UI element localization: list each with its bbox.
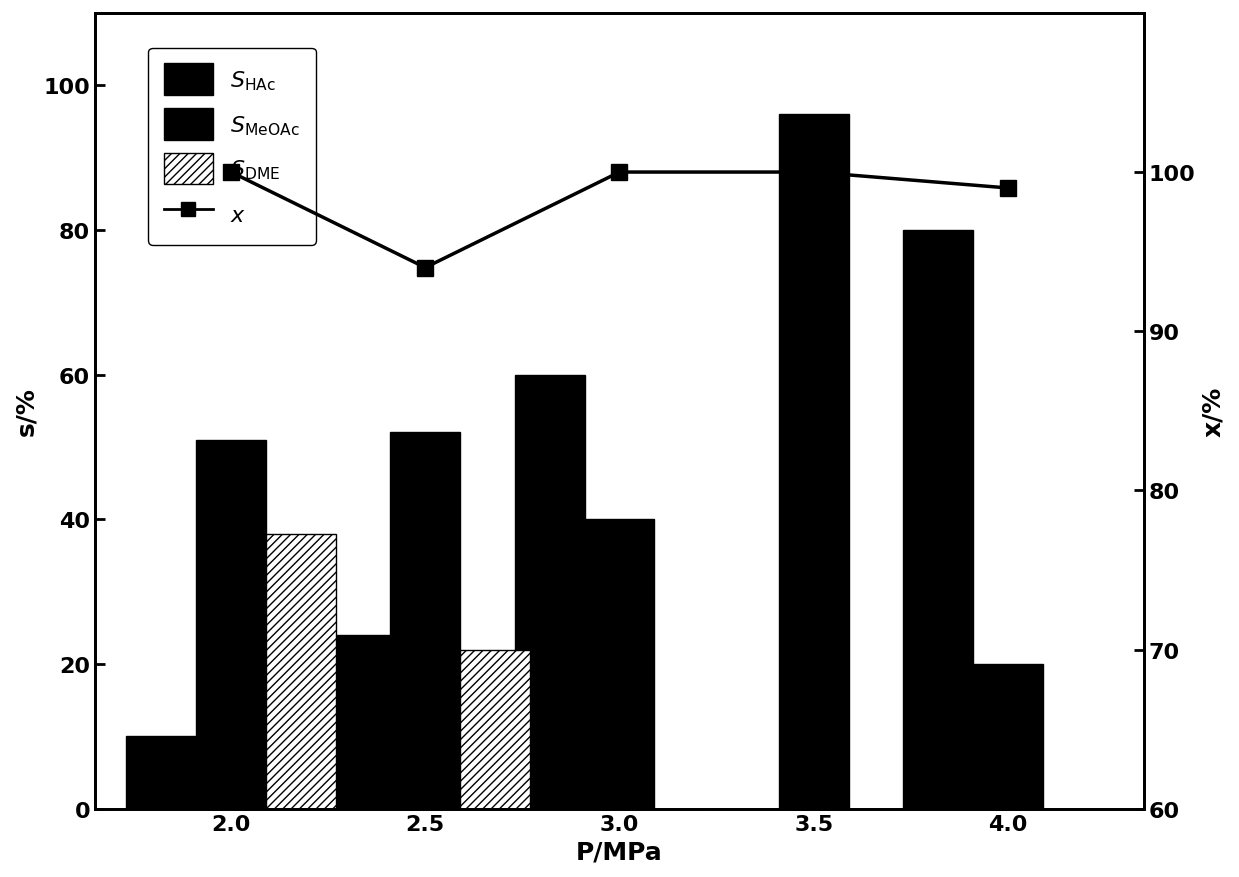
Bar [779, 115, 849, 809]
X-axis label: P/MPa: P/MPa [576, 839, 663, 863]
Bar [126, 737, 196, 809]
Bar [514, 375, 585, 809]
Legend: $S_{\mathrm{HAc}}$, $S_{\mathrm{MeOAc}}$, $S_{\mathrm{DME}}$, $x$: $S_{\mathrm{HAc}}$, $S_{\mathrm{MeOAc}}$… [149, 49, 316, 246]
Bar [585, 520, 654, 809]
Bar [196, 440, 266, 809]
Bar [973, 664, 1043, 809]
Bar [903, 231, 973, 809]
Bar [266, 534, 336, 809]
Y-axis label: x/%: x/% [1201, 386, 1225, 437]
Y-axis label: s/%: s/% [14, 387, 38, 436]
Bar [460, 650, 530, 809]
Bar [390, 433, 460, 809]
Bar [321, 635, 390, 809]
